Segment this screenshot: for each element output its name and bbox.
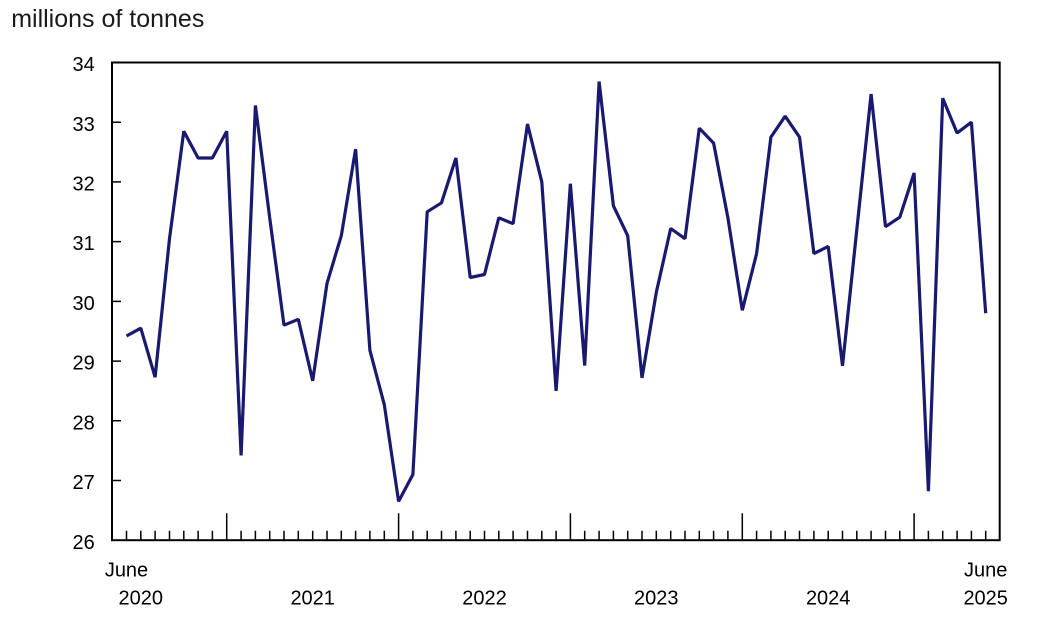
- svg-text:27: 27: [73, 472, 95, 494]
- svg-text:2024: 2024: [806, 588, 851, 610]
- svg-text:30: 30: [73, 293, 95, 315]
- svg-text:26: 26: [73, 532, 95, 554]
- svg-text:32: 32: [73, 174, 95, 196]
- svg-text:June: June: [105, 560, 148, 582]
- svg-text:2020: 2020: [119, 588, 164, 610]
- svg-text:33: 33: [73, 114, 95, 136]
- svg-text:millions of tonnes: millions of tonnes: [11, 5, 204, 33]
- svg-text:2021: 2021: [290, 588, 335, 610]
- svg-text:2023: 2023: [634, 588, 679, 610]
- svg-text:31: 31: [73, 233, 95, 255]
- svg-text:2022: 2022: [462, 588, 507, 610]
- svg-text:34: 34: [73, 54, 95, 76]
- svg-text:2025: 2025: [963, 588, 1008, 610]
- svg-text:29: 29: [73, 353, 95, 375]
- svg-text:June: June: [964, 560, 1007, 582]
- svg-text:28: 28: [73, 412, 95, 434]
